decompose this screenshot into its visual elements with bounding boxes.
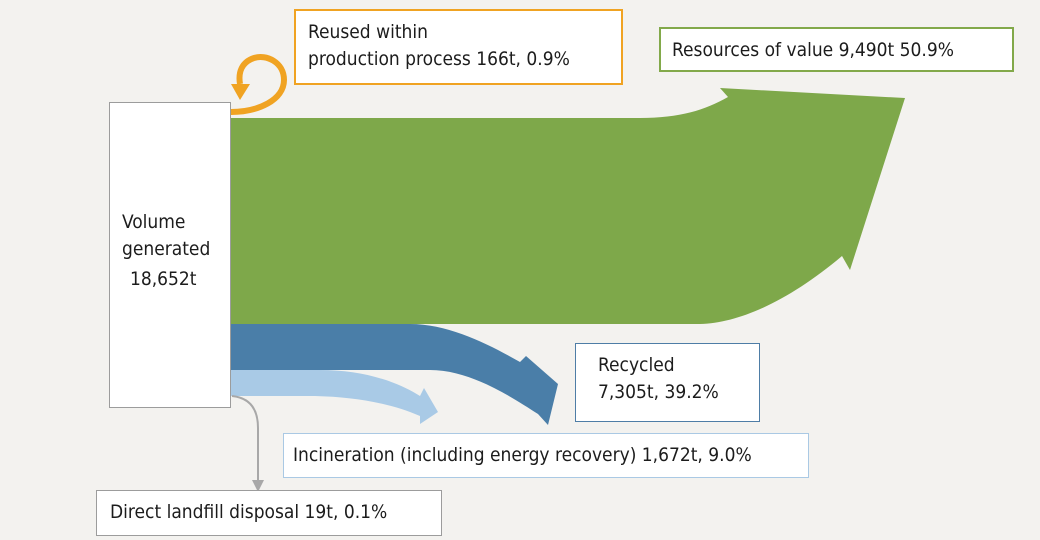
recycled-flow-arrow — [231, 324, 558, 425]
reused-loop-arrowhead — [231, 84, 250, 100]
recycled-label-box: Recycled 7,305t, 39.2% — [575, 343, 760, 422]
volume-label-line1: Volume — [122, 211, 186, 233]
landfill-flow-line — [231, 395, 259, 482]
reused-label-box: Reused within production process 166t, 0… — [294, 9, 623, 85]
volume-amount: 18,652t — [130, 268, 197, 291]
resources-flow-arrow — [231, 88, 905, 324]
resources-label: Resources of value 9,490t 50.9% — [672, 39, 954, 61]
volume-generated-box: Volume generated 18,652t — [109, 102, 231, 408]
recycled-label-line1: Recycled — [598, 354, 675, 376]
incineration-label-box: Incineration (including energy recovery)… — [283, 433, 809, 478]
incineration-flow-arrow — [231, 370, 438, 424]
landfill-arrowhead — [252, 480, 264, 492]
incineration-label: Incineration (including energy recovery)… — [293, 444, 752, 466]
recycled-label-line2: 7,305t, 39.2% — [598, 380, 719, 403]
volume-label-line2: generated — [122, 237, 211, 260]
reused-label-line1: Reused within — [308, 21, 428, 43]
landfill-label-box: Direct landfill disposal 19t, 0.1% — [96, 490, 442, 536]
reused-label-line2: production process 166t, 0.9% — [308, 47, 570, 70]
resources-label-box: Resources of value 9,490t 50.9% — [659, 27, 1014, 72]
landfill-label: Direct landfill disposal 19t, 0.1% — [110, 501, 388, 523]
reused-loop-arrow — [230, 54, 288, 115]
